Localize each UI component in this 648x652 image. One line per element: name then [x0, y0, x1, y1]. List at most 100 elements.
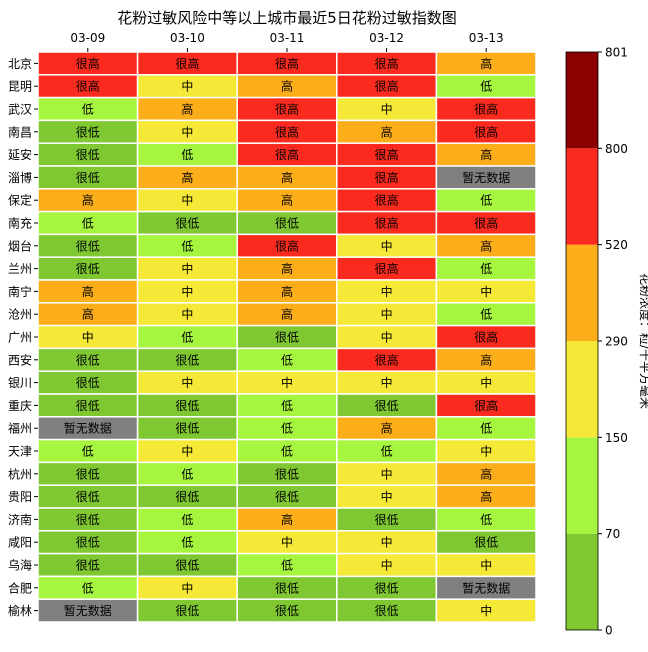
cell-label: 低	[480, 80, 492, 94]
cell-label: 很高	[375, 193, 399, 208]
cell-label: 很低	[175, 559, 199, 573]
cell-label: 高	[281, 79, 293, 94]
cell-label: 很高	[375, 170, 399, 185]
cell-label: 高	[281, 261, 293, 276]
cell-label: 中	[181, 193, 193, 208]
colorbar-segment	[566, 533, 598, 630]
cell-label: 很低	[375, 399, 399, 413]
cell-label: 很低	[175, 490, 199, 504]
cell-label: 很低	[275, 217, 299, 231]
y-tick-label: 咸阳	[8, 536, 32, 550]
cell-label: 很低	[175, 399, 199, 413]
y-tick-label: 沧州	[8, 307, 32, 322]
cell-label: 很高	[375, 147, 399, 162]
y-tick-label: 广州	[8, 331, 32, 345]
y-tick-label: 济南	[8, 512, 32, 527]
cell-label: 高	[181, 102, 193, 117]
cell-label: 很低	[275, 467, 299, 481]
cell-label: 低	[181, 148, 193, 162]
cell-label: 暂无数据	[64, 603, 112, 618]
y-tick-label: 南宁	[8, 284, 32, 299]
cell-label: 中	[181, 284, 193, 299]
cell-label: 很低	[375, 513, 399, 527]
colorbar-segment	[566, 437, 598, 534]
cell-label: 中	[281, 535, 293, 550]
y-tick-label: 南昌	[8, 124, 32, 139]
cell-label: 中	[381, 102, 393, 117]
cell-label: 低	[181, 239, 193, 253]
cell-label: 低	[381, 445, 393, 459]
cell-label: 暂无数据	[64, 421, 112, 436]
cell-label: 高	[480, 147, 492, 162]
x-tick-label: 03-11	[270, 31, 305, 45]
cell-label: 中	[181, 307, 193, 322]
cell-label: 很低	[76, 513, 100, 527]
cell-label: 中	[381, 489, 393, 504]
cell-label: 很高	[275, 124, 299, 139]
y-tick-label: 武汉	[8, 103, 32, 117]
colorbar-tick-label: 800	[605, 142, 628, 156]
cell-label: 很低	[275, 490, 299, 504]
cell-label: 中	[181, 444, 193, 459]
cell-label: 低	[281, 353, 293, 367]
cell-label: 低	[480, 262, 492, 276]
cell-label: 低	[281, 559, 293, 573]
cell-label: 中	[381, 330, 393, 345]
cell-label: 很低	[76, 559, 100, 573]
y-tick-label: 天津	[8, 445, 32, 459]
cell-label: 中	[480, 603, 492, 618]
cell-label: 高	[281, 512, 293, 527]
cell-label: 中	[181, 79, 193, 94]
cell-label: 低	[181, 536, 193, 550]
colorbar-segment	[566, 341, 598, 438]
cell-label: 很高	[275, 102, 299, 117]
cell-label: 很高	[175, 56, 199, 71]
y-tick-label: 兰州	[8, 262, 32, 276]
cell-label: 中	[480, 558, 492, 573]
cell-label: 中	[381, 284, 393, 299]
cell-label: 高	[381, 421, 393, 436]
y-tick-label: 乌海	[8, 558, 32, 573]
colorbar-tick-label: 520	[605, 238, 628, 252]
cell-label: 高	[480, 56, 492, 71]
cell-label: 很高	[474, 102, 498, 117]
cell-label: 很低	[474, 536, 498, 550]
cell-label: 中	[281, 375, 293, 390]
chart-title: 花粉过敏风险中等以上城市最近5日花粉过敏指数图	[117, 9, 457, 27]
x-axis-date-labels: 03-09 03-10 03-11 03-12 03-13	[70, 31, 504, 52]
cell-label: 很低	[175, 422, 199, 436]
cell-label: 很高	[474, 330, 498, 345]
cell-label: 中	[381, 307, 393, 322]
colorbar-tick-label: 150	[605, 431, 628, 445]
cell-label: 中	[480, 444, 492, 459]
y-tick-label: 昆明	[8, 80, 32, 94]
colorbar-segment	[566, 52, 598, 149]
cell-label: 低	[181, 331, 193, 345]
cell-label: 很低	[275, 581, 299, 595]
cell-label: 很高	[375, 261, 399, 276]
colorbar-segment	[566, 244, 598, 341]
cell-label: 很低	[76, 171, 100, 185]
cell-label: 低	[82, 103, 94, 117]
cell-label: 低	[281, 445, 293, 459]
cell-label: 低	[82, 581, 94, 595]
cell-label: 很高	[375, 352, 399, 367]
cell-label: 中	[82, 330, 94, 345]
y-axis-city-labels: 北京昆明武汉南昌延安淄博保定南充烟台兰州南宁沧州广州西安银川重庆福州天津杭州贵阳…	[8, 57, 38, 618]
cell-label: 暂无数据	[462, 580, 510, 595]
cell-label: 很低	[76, 148, 100, 162]
cell-label: 中	[181, 580, 193, 595]
cell-label: 高	[82, 193, 94, 208]
cell-label: 很低	[76, 467, 100, 481]
cell-label: 低	[82, 217, 94, 231]
y-tick-label: 贵阳	[8, 490, 32, 504]
y-tick-label: 榆林	[8, 603, 32, 618]
cell-label: 高	[82, 284, 94, 299]
cell-label: 很高	[275, 147, 299, 162]
cell-label: 高	[381, 124, 393, 139]
cell-label: 很高	[474, 216, 498, 231]
x-tick-label: 03-09	[70, 31, 105, 45]
cell-label: 低	[181, 467, 193, 481]
colorbar: 0 70 150 290 520 800 801	[565, 46, 628, 638]
